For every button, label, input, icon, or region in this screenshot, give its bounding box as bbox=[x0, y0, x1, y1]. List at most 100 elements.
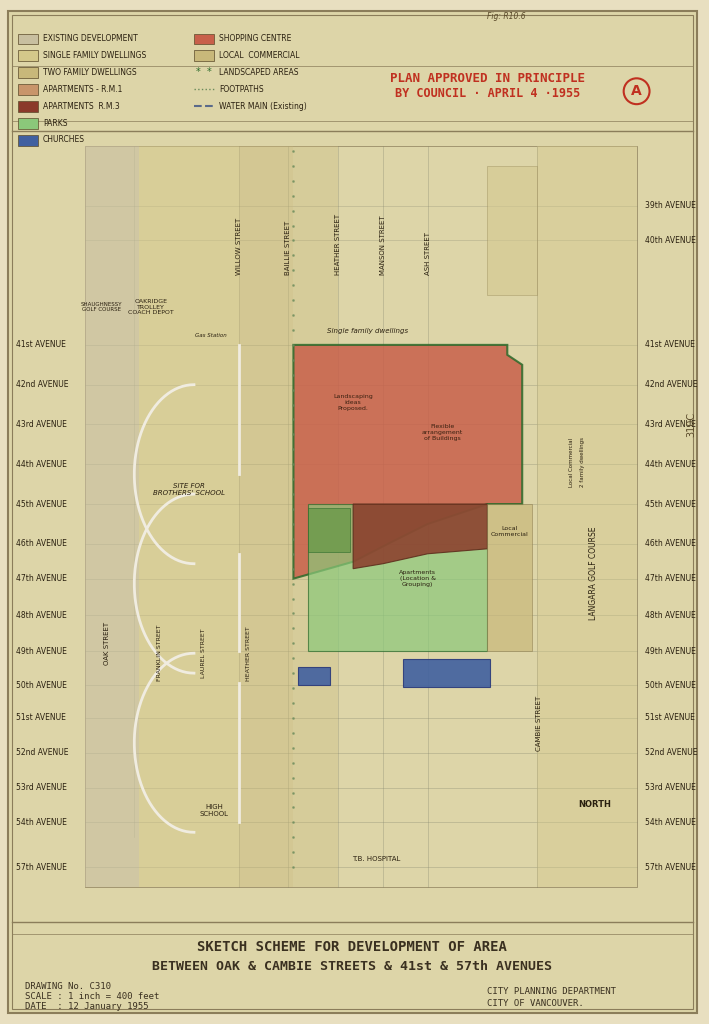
Bar bbox=[18, 84, 38, 95]
Bar bbox=[84, 146, 637, 887]
Bar bbox=[308, 508, 350, 552]
Polygon shape bbox=[353, 504, 487, 568]
Polygon shape bbox=[487, 504, 532, 651]
Text: 54th AVENUE: 54th AVENUE bbox=[16, 818, 67, 826]
Text: DATE  : 12 January 1955: DATE : 12 January 1955 bbox=[25, 1001, 148, 1011]
Text: 51st AVENUE: 51st AVENUE bbox=[16, 714, 66, 722]
Bar bbox=[537, 146, 637, 887]
Text: CHURCHES: CHURCHES bbox=[43, 135, 85, 144]
Text: APARTMENTS - R.M.1: APARTMENTS - R.M.1 bbox=[43, 85, 122, 94]
Text: Flexible
arrangement
of Buildings: Flexible arrangement of Buildings bbox=[422, 424, 463, 440]
Text: APARTMENTS  R.M.3: APARTMENTS R.M.3 bbox=[43, 101, 120, 111]
Text: 45th AVENUE: 45th AVENUE bbox=[644, 500, 696, 509]
Text: SHAUGHNESSY
GOLF COURSE: SHAUGHNESSY GOLF COURSE bbox=[81, 302, 122, 312]
Text: SKETCH SCHEME FOR DEVELOPMENT OF AREA: SKETCH SCHEME FOR DEVELOPMENT OF AREA bbox=[197, 940, 507, 953]
Text: HIGH
SCHOOL: HIGH SCHOOL bbox=[199, 804, 228, 817]
Text: 44th AVENUE: 44th AVENUE bbox=[16, 460, 67, 469]
Bar bbox=[298, 668, 330, 685]
Text: OAK STREET: OAK STREET bbox=[104, 622, 111, 665]
Text: 50th AVENUE: 50th AVENUE bbox=[644, 681, 696, 689]
Text: 50th AVENUE: 50th AVENUE bbox=[16, 681, 67, 689]
Text: 41st AVENUE: 41st AVENUE bbox=[16, 340, 66, 349]
Text: WATER MAIN (Existing): WATER MAIN (Existing) bbox=[219, 101, 306, 111]
Text: 54th AVENUE: 54th AVENUE bbox=[644, 818, 696, 826]
Text: WILLOW STREET: WILLOW STREET bbox=[235, 218, 242, 275]
Text: SCALE : 1 inch = 400 feet: SCALE : 1 inch = 400 feet bbox=[25, 992, 160, 1000]
Text: A: A bbox=[631, 84, 642, 98]
Text: 39th AVENUE: 39th AVENUE bbox=[644, 201, 696, 210]
Text: 49th AVENUE: 49th AVENUE bbox=[644, 647, 696, 655]
Text: EXISTING DEVELOPMENT: EXISTING DEVELOPMENT bbox=[43, 34, 138, 43]
Text: 57th AVENUE: 57th AVENUE bbox=[16, 862, 67, 871]
Text: HEATHER STREET: HEATHER STREET bbox=[335, 214, 341, 275]
Bar bbox=[18, 135, 38, 146]
Text: 44th AVENUE: 44th AVENUE bbox=[644, 460, 696, 469]
Text: 46th AVENUE: 46th AVENUE bbox=[644, 540, 696, 548]
Text: OAKRIDGE
TROLLEY
COACH DEPOT: OAKRIDGE TROLLEY COACH DEPOT bbox=[128, 299, 174, 315]
Text: LAUREL STREET: LAUREL STREET bbox=[201, 629, 206, 678]
Bar bbox=[84, 146, 139, 887]
Bar bbox=[18, 50, 38, 61]
Bar bbox=[18, 118, 38, 129]
Text: LANDSCAPED AREAS: LANDSCAPED AREAS bbox=[219, 68, 298, 77]
Text: FOOTPATHS: FOOTPATHS bbox=[219, 85, 264, 94]
Polygon shape bbox=[294, 345, 523, 579]
Text: SINGLE FAMILY DWELLINGS: SINGLE FAMILY DWELLINGS bbox=[43, 51, 146, 60]
Text: TWO FAMILY DWELLINGS: TWO FAMILY DWELLINGS bbox=[43, 68, 136, 77]
Text: 48th AVENUE: 48th AVENUE bbox=[644, 611, 696, 620]
Text: FRANKLIN STREET: FRANKLIN STREET bbox=[157, 625, 162, 682]
Text: CITY PLANNING DEPARTMENT: CITY PLANNING DEPARTMENT bbox=[487, 987, 616, 996]
Text: NORTH: NORTH bbox=[579, 800, 611, 809]
Text: *  *: * * bbox=[196, 68, 212, 78]
Text: 42nd AVENUE: 42nd AVENUE bbox=[644, 380, 697, 389]
Bar bbox=[239, 146, 294, 887]
Text: 43rd AVENUE: 43rd AVENUE bbox=[644, 420, 696, 429]
Text: 45th AVENUE: 45th AVENUE bbox=[16, 500, 67, 509]
Text: BY COUNCIL · APRIL 4 ·1955: BY COUNCIL · APRIL 4 ·1955 bbox=[395, 87, 580, 99]
Text: ASH STREET: ASH STREET bbox=[425, 232, 431, 275]
Text: 40th AVENUE: 40th AVENUE bbox=[644, 236, 696, 245]
Text: BAILLIE STREET: BAILLIE STREET bbox=[286, 221, 291, 275]
Bar bbox=[294, 146, 338, 887]
Text: Landscaping
ideas
Proposed.: Landscaping ideas Proposed. bbox=[333, 394, 373, 411]
Text: 52nd AVENUE: 52nd AVENUE bbox=[644, 749, 697, 757]
Text: 53rd AVENUE: 53rd AVENUE bbox=[16, 783, 67, 792]
Polygon shape bbox=[308, 504, 487, 651]
Text: SITE FOR
BROTHERS' SCHOOL: SITE FOR BROTHERS' SCHOOL bbox=[153, 482, 225, 496]
Bar bbox=[403, 659, 491, 687]
Text: 47th AVENUE: 47th AVENUE bbox=[16, 574, 67, 583]
Text: 53rd AVENUE: 53rd AVENUE bbox=[644, 783, 696, 792]
Text: 2 family dwellings: 2 family dwellings bbox=[581, 437, 586, 487]
Text: Local Commercial: Local Commercial bbox=[569, 437, 574, 486]
Text: 51st AVENUE: 51st AVENUE bbox=[644, 714, 694, 722]
Text: 310C: 310C bbox=[686, 412, 696, 437]
Text: 47th AVENUE: 47th AVENUE bbox=[644, 574, 696, 583]
Text: Gas Station: Gas Station bbox=[195, 334, 227, 339]
Text: 46th AVENUE: 46th AVENUE bbox=[16, 540, 67, 548]
Text: 57th AVENUE: 57th AVENUE bbox=[644, 862, 696, 871]
Text: PLAN APPROVED IN PRINCIPLE: PLAN APPROVED IN PRINCIPLE bbox=[390, 72, 585, 85]
Text: BETWEEN OAK & CAMBIE STREETS & 41st & 57th AVENUES: BETWEEN OAK & CAMBIE STREETS & 41st & 57… bbox=[152, 961, 552, 973]
Text: CAMBIE STREET: CAMBIE STREET bbox=[536, 695, 542, 751]
Text: 49th AVENUE: 49th AVENUE bbox=[16, 647, 67, 655]
Text: CITY OF VANCOUVER.: CITY OF VANCOUVER. bbox=[487, 998, 584, 1008]
Text: 43rd AVENUE: 43rd AVENUE bbox=[16, 420, 67, 429]
Bar bbox=[194, 50, 214, 61]
Text: Single family dwellings: Single family dwellings bbox=[328, 328, 408, 334]
Text: T.B. HOSPITAL: T.B. HOSPITAL bbox=[352, 856, 400, 862]
Bar bbox=[18, 68, 38, 78]
Text: Apartments
(Location &
Grouping): Apartments (Location & Grouping) bbox=[399, 570, 436, 587]
Bar bbox=[487, 166, 537, 295]
Text: 42nd AVENUE: 42nd AVENUE bbox=[16, 380, 68, 389]
Text: MANSON STREET: MANSON STREET bbox=[380, 216, 386, 275]
Text: HEATHER STREET: HEATHER STREET bbox=[246, 626, 251, 681]
Text: 52nd AVENUE: 52nd AVENUE bbox=[16, 749, 68, 757]
Text: Fig: R10.6: Fig: R10.6 bbox=[487, 12, 526, 22]
Text: PARKS: PARKS bbox=[43, 119, 67, 128]
Bar bbox=[194, 34, 214, 44]
Text: 41st AVENUE: 41st AVENUE bbox=[644, 340, 694, 349]
Text: SHOPPING CENTRE: SHOPPING CENTRE bbox=[219, 34, 291, 43]
Text: 48th AVENUE: 48th AVENUE bbox=[16, 611, 67, 620]
Bar bbox=[18, 34, 38, 44]
Text: Local
Commercial: Local Commercial bbox=[491, 526, 528, 538]
